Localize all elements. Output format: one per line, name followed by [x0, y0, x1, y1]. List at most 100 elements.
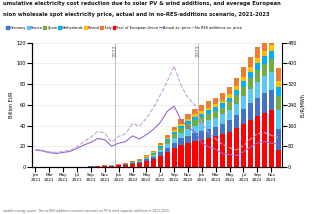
Bar	[158, 150, 163, 152]
Actual av. price	[138, 138, 141, 140]
Bar	[199, 123, 204, 131]
Bar	[213, 118, 218, 127]
Line: Actual av. price: Actual av. price	[36, 106, 278, 156]
Actual av. price	[110, 145, 114, 147]
Bar	[220, 103, 225, 108]
Actual av. price	[82, 144, 86, 146]
Bar	[268, 32, 274, 45]
Actual av. price	[75, 147, 79, 150]
Bar	[255, 98, 260, 116]
Actual av. price	[89, 141, 93, 144]
Bar	[199, 131, 204, 140]
Bar	[213, 136, 218, 167]
No RES additions av. price	[172, 65, 176, 67]
Bar	[234, 115, 239, 128]
Bar	[130, 161, 135, 162]
Bar	[227, 132, 232, 167]
No RES additions av. price	[276, 136, 280, 139]
Bar	[172, 148, 177, 167]
Bar	[241, 67, 246, 77]
Bar	[220, 100, 225, 103]
Actual av. price	[47, 152, 51, 154]
No RES additions av. price	[269, 134, 273, 137]
Bar	[220, 93, 225, 100]
Bar	[116, 165, 121, 167]
Bar	[185, 119, 191, 121]
Bar	[172, 134, 177, 138]
Bar	[192, 109, 197, 114]
Actual av. price	[41, 150, 44, 152]
Bar	[179, 145, 184, 167]
Bar	[199, 111, 204, 114]
Bar	[206, 101, 212, 108]
Actual av. price	[151, 128, 155, 131]
No RES additions av. price	[207, 131, 211, 134]
Actual av. price	[262, 140, 266, 143]
Bar	[185, 143, 191, 167]
Actual av. price	[269, 142, 273, 144]
Bar	[130, 163, 135, 164]
Actual av. price	[68, 150, 72, 153]
Text: Scenario b: Scenario b	[216, 99, 236, 103]
Bar	[192, 120, 197, 126]
Bar	[172, 132, 177, 134]
Bar	[248, 89, 253, 103]
Bar	[220, 108, 225, 114]
Bar	[220, 124, 225, 134]
No RES additions av. price	[131, 122, 134, 125]
No RES additions av. price	[124, 132, 128, 135]
No RES additions av. price	[214, 138, 218, 140]
No RES additions av. price	[145, 117, 148, 120]
Bar	[248, 120, 253, 167]
No RES additions av. price	[47, 151, 51, 153]
Bar	[137, 160, 142, 161]
Bar	[144, 157, 149, 158]
Bar	[227, 120, 232, 132]
Actual av. price	[228, 153, 232, 156]
Actual av. price	[214, 148, 218, 151]
Bar	[276, 129, 281, 150]
Bar	[151, 159, 156, 167]
Bar	[102, 166, 108, 167]
Bar	[144, 155, 149, 156]
Bar	[234, 78, 239, 86]
No RES additions av. price	[221, 143, 225, 146]
Bar	[206, 108, 212, 110]
Bar	[151, 151, 156, 152]
Actual av. price	[145, 133, 148, 136]
Actual av. price	[34, 149, 37, 151]
Actual av. price	[186, 126, 190, 128]
Bar	[164, 144, 170, 148]
Text: ewable energy source. The no-RES additions scenario assumes no PV & wind capacit: ewable energy source. The no-RES additio…	[3, 209, 170, 213]
Bar	[179, 133, 184, 138]
Bar	[262, 39, 267, 51]
Bar	[227, 94, 232, 98]
Bar	[172, 143, 177, 148]
Bar	[262, 51, 267, 56]
No RES additions av. price	[242, 144, 245, 147]
Bar	[164, 135, 170, 138]
Bar	[234, 86, 239, 90]
Bar	[130, 162, 135, 163]
Actual av. price	[172, 105, 176, 107]
Bar	[185, 124, 191, 129]
Bar	[227, 110, 232, 120]
Actual av. price	[207, 146, 211, 148]
Text: nion wholesale spot electricity price, actual and in no-RES-additions scenario, : nion wholesale spot electricity price, a…	[3, 12, 270, 17]
No RES additions av. price	[138, 125, 141, 127]
Bar	[268, 59, 274, 72]
No RES additions av. price	[34, 148, 37, 151]
Bar	[276, 110, 281, 129]
Actual av. price	[249, 146, 252, 148]
Bar	[199, 117, 204, 123]
Bar	[158, 152, 163, 156]
Bar	[220, 134, 225, 167]
Bar	[276, 87, 281, 96]
Bar	[213, 104, 218, 107]
Line: No RES additions av. price: No RES additions av. price	[36, 66, 278, 152]
No RES additions av. price	[96, 130, 100, 132]
Actual av. price	[124, 140, 128, 143]
Bar	[255, 116, 260, 167]
Actual av. price	[255, 142, 259, 144]
Legend: Germany, France, Spain, Netherlands, Poland, Italy, Rest of European Union, Actu: Germany, France, Spain, Netherlands, Pol…	[5, 24, 243, 31]
